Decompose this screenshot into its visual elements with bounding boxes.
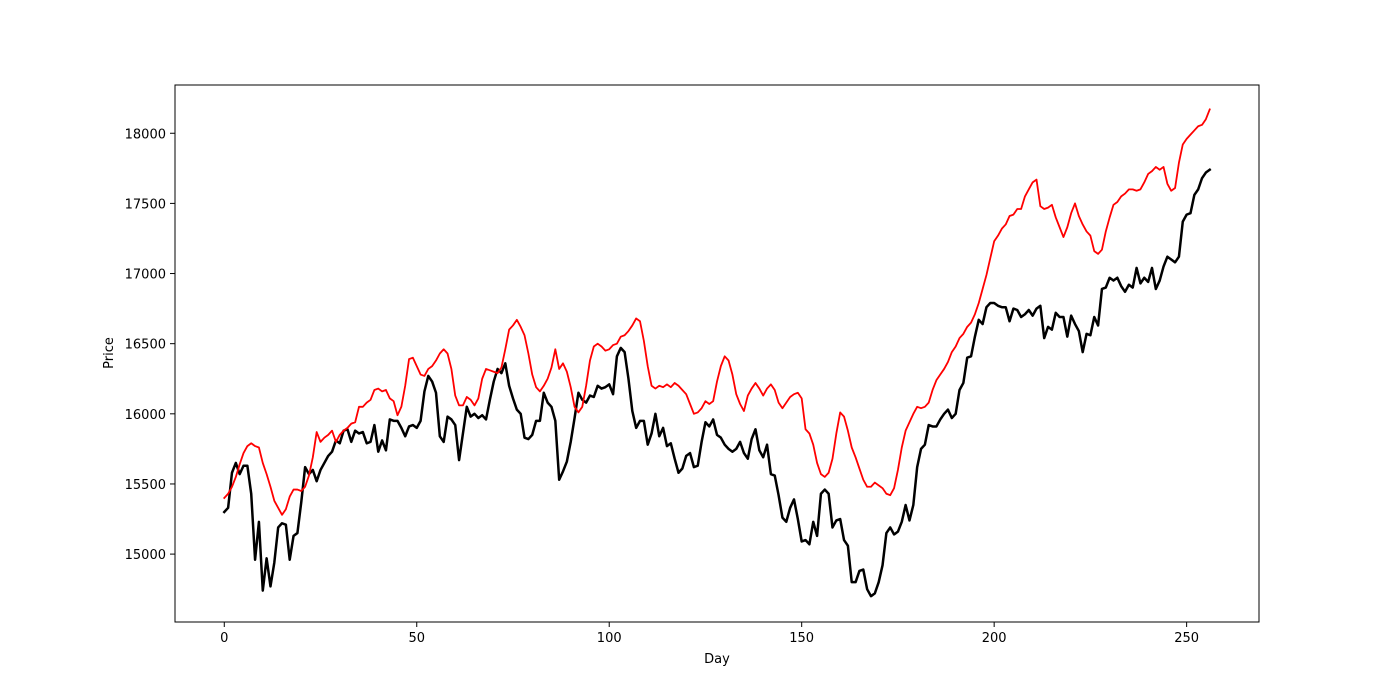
x-tick-label: 100	[597, 631, 622, 646]
plot-frame	[174, 84, 1260, 623]
x-tick-label: 50	[408, 631, 425, 646]
y-tick-label: 18000	[125, 127, 166, 142]
x-tick-label: 250	[1174, 631, 1199, 646]
series-line	[222, 108, 1211, 516]
y-tick-label: 17500	[125, 197, 166, 212]
y-tick-label: 15000	[125, 548, 166, 563]
y-tick-label: 16500	[125, 338, 166, 353]
x-tick-label: 150	[789, 631, 814, 646]
y-tick-label: 15500	[125, 478, 166, 493]
y-tick-label: 17000	[125, 268, 166, 283]
x-axis-label: Day	[704, 652, 730, 667]
x-tick-label: 200	[982, 631, 1007, 646]
series-line	[222, 167, 1212, 598]
y-tick-label: 16000	[125, 408, 166, 423]
x-tick-label: 0	[220, 631, 228, 646]
y-axis-label: Price	[102, 337, 117, 369]
